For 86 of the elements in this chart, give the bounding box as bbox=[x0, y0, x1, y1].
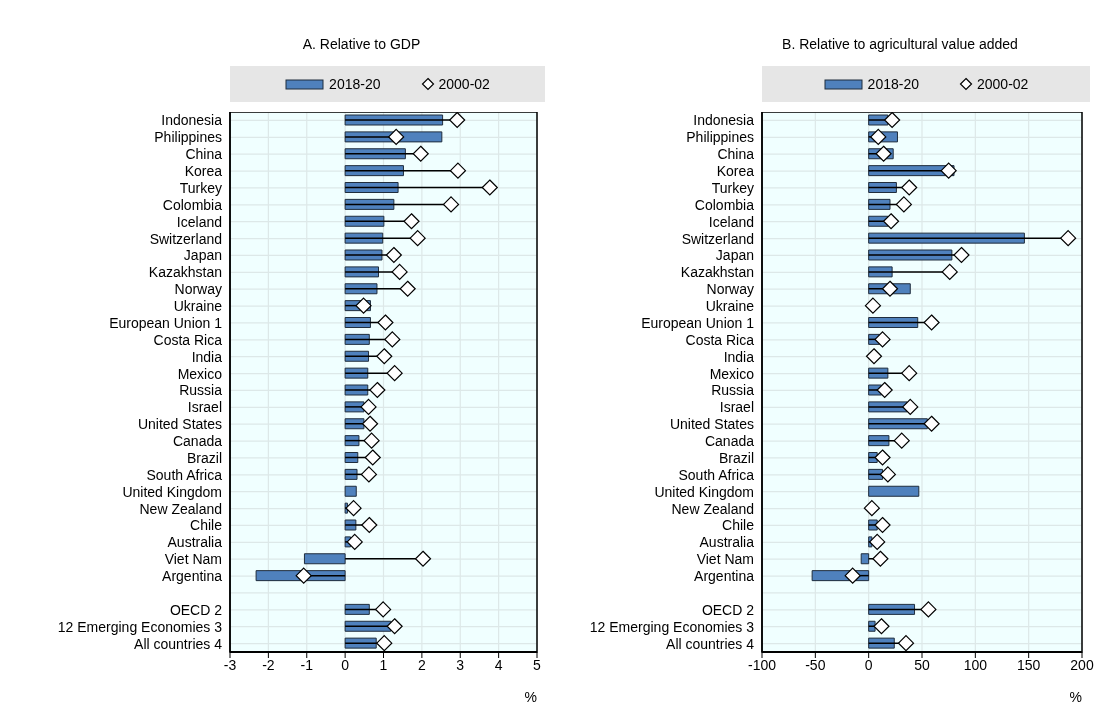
y-tick-label: Costa Rica bbox=[153, 331, 223, 348]
y-tick-label: Switzerland bbox=[149, 230, 222, 247]
y-tick-label: Israel bbox=[187, 399, 222, 416]
y-tick-label: Brazil bbox=[718, 449, 754, 466]
x-tick-label: 0 bbox=[341, 656, 350, 673]
y-tick-label: Japan bbox=[183, 247, 222, 264]
y-tick-label: Philippines bbox=[154, 129, 222, 146]
y-tick-label: China bbox=[185, 146, 223, 163]
y-tick-label: Mexico bbox=[709, 365, 755, 382]
x-tick-label: 3 bbox=[456, 656, 465, 673]
y-tick-label: New Zealand bbox=[139, 500, 222, 517]
y-tick-label: All countries 4 bbox=[134, 635, 223, 652]
y-tick-label: 12 Emerging Economies 3 bbox=[57, 618, 223, 635]
y-tick-label: Norway bbox=[706, 281, 754, 298]
y-tick-label: United States bbox=[669, 416, 754, 433]
y-tick-label: Canada bbox=[172, 433, 223, 450]
x-axis-title: % bbox=[1069, 689, 1082, 705]
x-tick-label: 1 bbox=[379, 656, 388, 673]
y-tick-label: Argentina bbox=[162, 568, 223, 585]
y-tick-label: OECD 2 bbox=[701, 601, 755, 618]
y-tick-label: New Zealand bbox=[671, 500, 754, 517]
y-tick-label: Korea bbox=[716, 163, 755, 180]
y-tick-label: Kazakhstan bbox=[680, 264, 754, 281]
y-tick-label: Viet Nam bbox=[164, 551, 222, 568]
y-tick-label: Japan bbox=[715, 247, 754, 264]
y-tick-label: Ukraine bbox=[705, 298, 755, 315]
y-tick-label: Canada bbox=[704, 433, 755, 450]
x-tick-label: 5 bbox=[533, 656, 542, 673]
y-tick-label: Israel bbox=[719, 399, 754, 416]
y-tick-label: Colombia bbox=[162, 196, 223, 213]
y-tick-label: Mexico bbox=[177, 365, 223, 382]
x-tick-label: 4 bbox=[494, 656, 503, 673]
y-tick-label: Brazil bbox=[186, 449, 222, 466]
y-tick-label: European Union 1 bbox=[641, 314, 755, 331]
y-tick-label: Indonesia bbox=[693, 112, 755, 129]
y-tick-label: Kazakhstan bbox=[148, 264, 222, 281]
x-axis-title: % bbox=[524, 689, 537, 705]
y-tick-label: India bbox=[723, 348, 755, 365]
y-tick-label: Turkey bbox=[179, 179, 222, 196]
y-tick-label: Philippines bbox=[686, 129, 754, 146]
y-tick-label: Korea bbox=[184, 163, 223, 180]
y-tick-label: India bbox=[191, 348, 223, 365]
x-tick-label: -1 bbox=[300, 656, 314, 673]
y-tick-label: Norway bbox=[174, 281, 222, 298]
y-tick-label: United Kingdom bbox=[654, 483, 754, 500]
x-tick-label: 2 bbox=[417, 656, 426, 673]
y-tick-label: Chile bbox=[190, 517, 223, 534]
x-tick-label: -2 bbox=[262, 656, 275, 673]
y-tick-label: Chile bbox=[722, 517, 755, 534]
y-tick-label: South Africa bbox=[678, 466, 755, 483]
y-tick-label: Australia bbox=[167, 534, 223, 551]
y-tick-label: United States bbox=[137, 416, 222, 433]
chart-title: A. Relative to GDP bbox=[301, 36, 422, 54]
legend-label: 2000-02 bbox=[438, 76, 490, 92]
y-tick-label: Switzerland bbox=[681, 230, 754, 247]
y-tick-label: South Africa bbox=[146, 466, 223, 483]
chart-title: B. Relative to agricultural value added bbox=[781, 36, 1019, 54]
y-tick-label: China bbox=[717, 146, 755, 163]
y-tick-label: Turkey bbox=[711, 179, 754, 196]
y-tick-label: Costa Rica bbox=[685, 331, 755, 348]
y-tick-label: European Union 1 bbox=[109, 314, 223, 331]
y-tick-label: 12 Emerging Economies 3 bbox=[589, 618, 755, 635]
y-tick-label: Iceland bbox=[708, 213, 754, 230]
x-tick-label: 150 bbox=[1016, 656, 1041, 673]
y-tick-label: Iceland bbox=[176, 213, 222, 230]
legend-label: 2000-02 bbox=[977, 76, 1029, 92]
y-tick-label: All countries 4 bbox=[666, 635, 755, 652]
y-tick-label: Indonesia bbox=[161, 112, 223, 129]
y-tick-label: United Kingdom bbox=[122, 483, 222, 500]
x-tick-label: 200 bbox=[1070, 656, 1094, 673]
x-tick-label: 50 bbox=[914, 656, 930, 673]
y-tick-label: Russia bbox=[179, 382, 223, 399]
x-tick-label: -100 bbox=[747, 656, 777, 673]
y-tick-label: Colombia bbox=[694, 196, 755, 213]
x-tick-label: -3 bbox=[223, 656, 237, 673]
legend-label: 2018-20 bbox=[329, 76, 381, 92]
x-tick-label: -50 bbox=[805, 656, 826, 673]
x-tick-label: 0 bbox=[864, 656, 873, 673]
y-tick-label: OECD 2 bbox=[169, 601, 223, 618]
x-tick-label: 100 bbox=[963, 656, 988, 673]
y-tick-label: Ukraine bbox=[173, 298, 223, 315]
y-tick-label: Russia bbox=[711, 382, 755, 399]
y-tick-label: Australia bbox=[699, 534, 755, 551]
y-tick-label: Viet Nam bbox=[696, 551, 754, 568]
y-tick-label: Argentina bbox=[694, 568, 755, 585]
legend-label: 2018-20 bbox=[867, 76, 919, 92]
